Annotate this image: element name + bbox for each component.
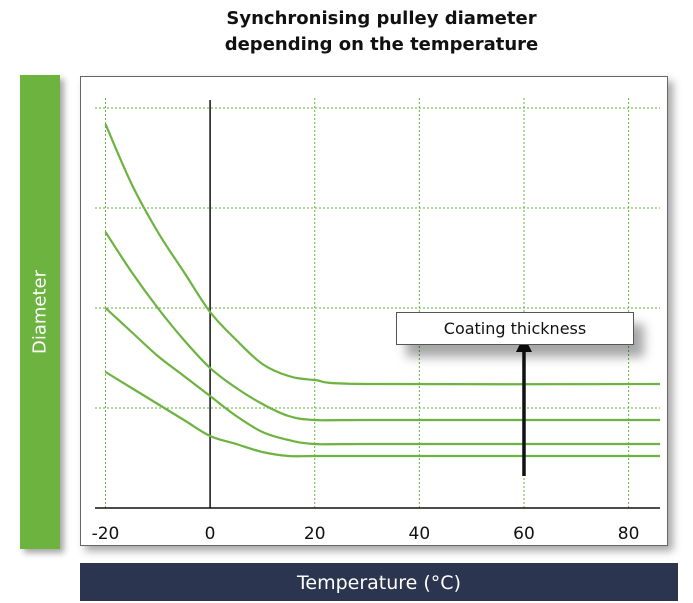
x-tick-label: 20: [304, 524, 326, 544]
y-axis-label-bar: [20, 75, 60, 549]
annotation-label: Coating thickness: [396, 312, 634, 345]
series-line-4: [104, 371, 660, 458]
chart-title-line-2: depending on the temperature: [224, 34, 539, 55]
x-tick-label: 80: [618, 524, 640, 544]
series-line-2: [104, 231, 660, 422]
chart-title-line-1: Synchronising pulley diameter: [226, 8, 537, 29]
x-tick-label: 40: [409, 524, 431, 544]
plot-area: [80, 76, 668, 546]
chart-title: Synchronising pulley diameter depending …: [70, 6, 693, 58]
x-axis-label: Temperature (°C): [297, 572, 461, 594]
series-line-3: [104, 307, 660, 446]
series-line-1: [104, 123, 661, 386]
x-tick-label: -20: [92, 524, 120, 544]
x-tick-label: 60: [513, 524, 535, 544]
x-tick-label: 0: [205, 524, 216, 544]
x-axis-label-bar: Temperature (°C): [80, 563, 678, 601]
